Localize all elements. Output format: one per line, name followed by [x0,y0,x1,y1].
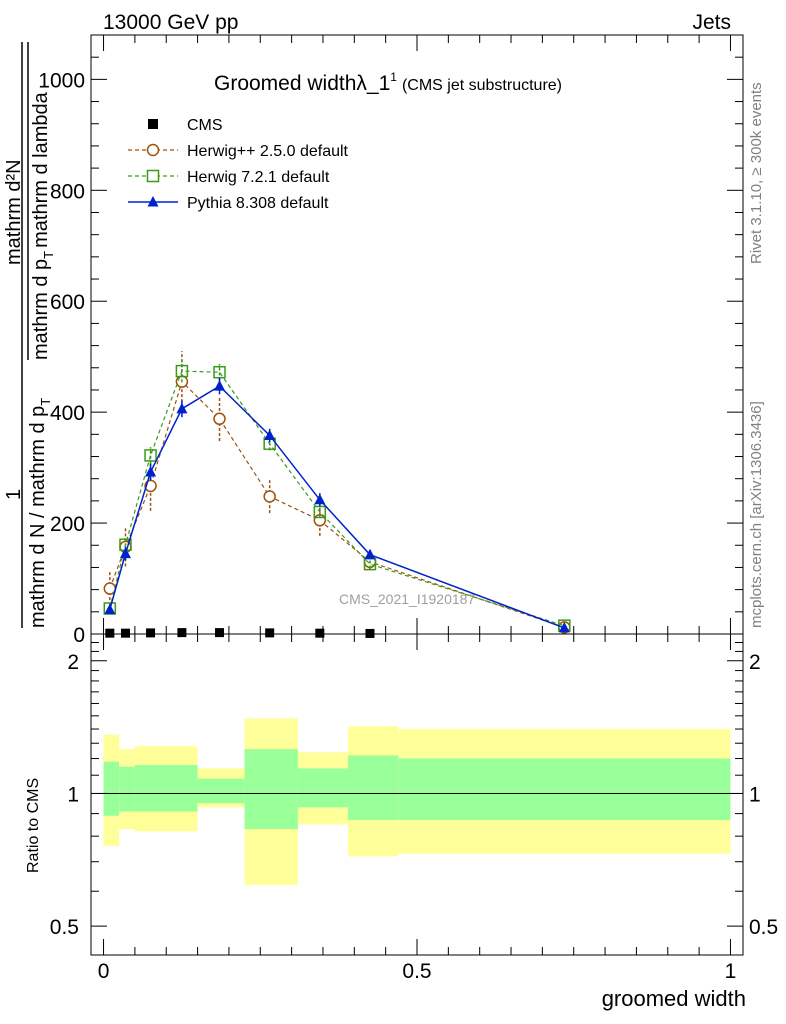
main-plot-ticks: 0 200 400 600 800 1000 [38,35,743,647]
series-0-point [365,628,375,638]
series-1-point [213,412,226,426]
legend-label-3: Pythia 8.308 default [187,195,329,212]
legend-marker-3 [147,196,159,207]
y-label-mid: mathrm d pTmathrm d lambda [30,91,56,360]
legend-label-2: Herwig 7.2.1 default [187,169,330,186]
x-tick-label: 1 [725,960,737,983]
ratio-band-inner [398,758,731,821]
series-3-point [145,466,157,477]
legend-label-1: Herwig++ 2.5.0 default [187,143,349,160]
series-2-point [213,365,226,379]
rivet-version-label: Rivet 3.1.10, ≥ 300k events [748,82,765,264]
ratio-band-inner [103,761,120,816]
ratio-y-tick-label-right: 1 [749,783,761,806]
chart-title-suffix: (CMS jet substructure) [402,77,562,94]
y-tick-label: 400 [50,402,85,425]
series-1-line [109,380,565,628]
x-tick-label: 0 [98,960,110,983]
series-3-point [104,603,116,615]
y-tick-label: 200 [50,513,85,536]
y-label-mid-main: mathrm d p [30,259,52,360]
series-3-point [119,547,131,559]
series-2-line [109,370,565,627]
ratio-band-inner [197,778,245,804]
ratio-plot-panel: 0.5 0.5 1 1 2 2 0 0.5 1 [50,633,778,983]
series-0-point [215,628,225,638]
main-plot-panel: 0 200 400 600 800 1000 [38,34,744,647]
ratio-band-inner [244,749,298,830]
main-plot-series [103,351,571,638]
series-2-point [175,364,189,378]
series-2-point [313,505,327,519]
legend: CMS Herwig++ 2.5.0 default Herwig 7.2.1 de… [128,117,349,212]
y-label-denominator-main: mathrm d N / mathrm d p [27,406,49,628]
series-1-point [263,490,276,503]
y-label-mid-sub: T [41,251,56,259]
legend-marker-0 [148,119,158,129]
series-2-point [144,449,157,462]
y-tick-label: 0 [73,624,85,647]
ratio-plot-frame [90,633,744,956]
ratio-band-inner [348,755,399,821]
ratio-y-tick-label-right: 0.5 [749,916,778,939]
ratio-band-inner [134,765,198,812]
series-3-point [176,402,188,414]
header-process-label: Jets [692,11,731,34]
main-y-axis-label: 1 mathrm d N / mathrm d pT mathrm d²N ma… [3,42,56,628]
series-3-point [214,380,226,391]
series-3-point [364,548,376,560]
y-label-denominator-sub: T [38,398,53,406]
series-3-line [109,385,565,629]
y-tick-label: 800 [50,180,85,203]
y-tick-label: 600 [50,291,85,314]
ratio-y-tick-label: 2 [67,651,79,674]
legend-marker-2 [146,169,160,183]
series-3-point [264,429,276,440]
series-0-point [105,628,115,638]
ratio-y-tick-label-right: 2 [749,651,761,674]
y-label-mid-suffix: mathrm d lambda [30,91,52,247]
header-energy-label: 13000 GeV pp [103,11,238,34]
y-label-denominator: mathrm d N / mathrm d pT [27,398,53,628]
series-0-point [315,628,325,638]
y-tick-label: 1000 [38,69,85,92]
series-0-point [177,628,187,638]
series-0-point [265,628,275,638]
ratio-y-tick-label: 0.5 [50,916,79,939]
y-label-top: mathrm d²N [3,159,25,265]
ratio-y-axis-label: Ratio to CMS [25,778,42,873]
x-axis-label: groomed width [602,986,746,1011]
legend-label-0: CMS [187,117,223,134]
ratio-band-inner [119,766,135,812]
ratio-y-tick-label: 1 [67,783,79,806]
ratio-bands [91,718,743,885]
chart-title-sup: 1 [390,70,397,84]
ratio-plot-ticks: 0.5 0.5 1 1 2 2 0 0.5 1 [50,634,778,983]
series-3-point [558,621,570,633]
chart-title-main: Groomed widthλ_1 [214,72,390,95]
x-tick-label: 0.5 [402,960,431,983]
series-3-point [314,493,326,505]
mcplots-label: mcplots.cern.ch [arXiv:1306.3436] [748,401,765,628]
chart-title: Groomed widthλ_11 (CMS jet substructure) [214,70,562,95]
y-label-numerator: 1 [3,489,25,500]
legend-marker-1 [146,143,160,157]
series-0-point [120,628,130,638]
series-0-point [146,628,156,638]
ratio-band-inner [297,768,349,808]
analysis-watermark: CMS_2021_I1920187 [339,591,475,607]
